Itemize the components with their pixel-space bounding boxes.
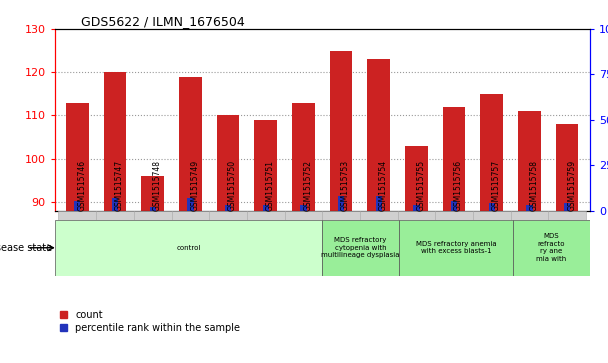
FancyBboxPatch shape xyxy=(247,211,285,220)
Text: MDS refractory
cytopenia with
multilineage dysplasia: MDS refractory cytopenia with multilinea… xyxy=(321,237,399,258)
Bar xyxy=(413,205,420,211)
Bar xyxy=(112,198,118,211)
Bar xyxy=(480,94,503,211)
FancyBboxPatch shape xyxy=(285,211,322,220)
Bar xyxy=(179,77,202,211)
Bar xyxy=(489,203,495,211)
Text: GSM1515746: GSM1515746 xyxy=(77,160,86,211)
FancyBboxPatch shape xyxy=(398,211,435,220)
Text: GSM1515754: GSM1515754 xyxy=(379,160,388,211)
Text: disease state: disease state xyxy=(0,243,52,253)
Bar xyxy=(74,201,80,211)
FancyBboxPatch shape xyxy=(548,211,586,220)
Bar xyxy=(216,115,240,211)
Text: GSM1515752: GSM1515752 xyxy=(303,160,313,211)
FancyBboxPatch shape xyxy=(134,211,171,220)
FancyBboxPatch shape xyxy=(511,211,548,220)
Text: control: control xyxy=(176,245,201,251)
Text: GSM1515757: GSM1515757 xyxy=(492,160,501,211)
FancyBboxPatch shape xyxy=(435,211,473,220)
Bar xyxy=(104,72,126,211)
FancyBboxPatch shape xyxy=(513,220,590,276)
Bar xyxy=(150,207,156,211)
Bar xyxy=(443,107,465,211)
Bar xyxy=(564,203,570,211)
Bar xyxy=(405,146,428,211)
Bar xyxy=(187,198,193,211)
Bar xyxy=(66,102,89,211)
Legend: count, percentile rank within the sample: count, percentile rank within the sample xyxy=(60,310,240,333)
Bar xyxy=(338,196,344,211)
Bar xyxy=(376,196,382,211)
Bar xyxy=(263,205,269,211)
Text: GSM1515756: GSM1515756 xyxy=(454,160,463,211)
Bar xyxy=(451,201,457,211)
Bar xyxy=(556,124,578,211)
FancyBboxPatch shape xyxy=(209,211,247,220)
Text: GSM1515753: GSM1515753 xyxy=(341,160,350,211)
FancyBboxPatch shape xyxy=(399,220,513,276)
Text: GSM1515750: GSM1515750 xyxy=(228,160,237,211)
FancyBboxPatch shape xyxy=(171,211,209,220)
FancyBboxPatch shape xyxy=(473,211,511,220)
Text: GSM1515759: GSM1515759 xyxy=(567,160,576,211)
Bar xyxy=(330,51,353,211)
FancyBboxPatch shape xyxy=(58,211,96,220)
Text: GSM1515758: GSM1515758 xyxy=(530,160,539,211)
Bar xyxy=(367,59,390,211)
FancyBboxPatch shape xyxy=(322,211,360,220)
Text: GDS5622 / ILMN_1676504: GDS5622 / ILMN_1676504 xyxy=(81,15,245,28)
FancyBboxPatch shape xyxy=(96,211,134,220)
FancyBboxPatch shape xyxy=(55,220,322,276)
Text: GSM1515748: GSM1515748 xyxy=(153,160,162,211)
Bar xyxy=(225,205,231,211)
Bar xyxy=(518,111,541,211)
Text: GSM1515755: GSM1515755 xyxy=(416,160,426,211)
Bar xyxy=(527,205,533,211)
Bar xyxy=(254,120,277,211)
Bar xyxy=(292,102,315,211)
Text: GSM1515747: GSM1515747 xyxy=(115,160,124,211)
Text: GSM1515749: GSM1515749 xyxy=(190,160,199,211)
Text: MDS refractory anemia
with excess blasts-1: MDS refractory anemia with excess blasts… xyxy=(416,241,496,254)
Text: MDS
refracto
ry ane
mia with: MDS refracto ry ane mia with xyxy=(536,233,567,262)
Bar xyxy=(142,176,164,211)
FancyBboxPatch shape xyxy=(322,220,399,276)
Text: GSM1515751: GSM1515751 xyxy=(266,160,275,211)
Bar xyxy=(300,205,306,211)
FancyBboxPatch shape xyxy=(360,211,398,220)
